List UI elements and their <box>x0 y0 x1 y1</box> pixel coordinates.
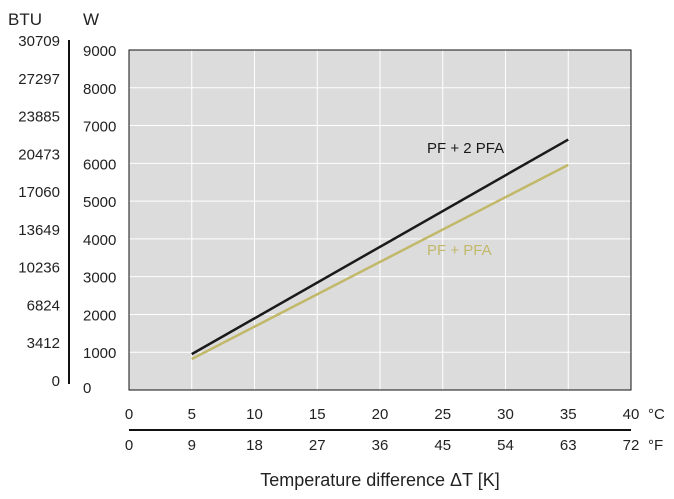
series-label-pf-2-pfa: PF + 2 PFA <box>427 140 504 157</box>
celsius-tick-label: 25 <box>434 406 451 423</box>
watt-tick-label: 9000 <box>83 43 116 60</box>
btu-tick-labels: 0 3412 6824 10236 13649 17060 20473 23885 27297 3… <box>18 33 60 390</box>
watt-tick-label: 8000 <box>83 81 116 98</box>
fahrenheit-tick-label: 45 <box>434 437 451 454</box>
x-axis-title: Temperature difference ΔT [K] <box>260 470 499 490</box>
celsius-unit-label: °C <box>648 406 665 423</box>
watt-tick-label: 5000 <box>83 194 116 211</box>
btu-tick-label: 17060 <box>18 184 60 201</box>
watt-tick-label: 0 <box>83 380 91 397</box>
celsius-tick-label: 15 <box>309 406 326 423</box>
celsius-tick-label: 30 <box>497 406 514 423</box>
celsius-tick-label: 40 <box>623 406 640 423</box>
watt-tick-labels: 0 1000 2000 3000 4000 5000 6000 7000 8000 9000 <box>83 43 116 397</box>
fahrenheit-tick-labels: 0 9 18 27 36 45 54 63 72 <box>125 437 640 454</box>
fahrenheit-tick-label: 63 <box>560 437 577 454</box>
celsius-tick-labels: 0 5 10 15 20 25 30 35 40 <box>125 406 640 423</box>
fahrenheit-tick-label: 18 <box>246 437 263 454</box>
btu-tick-label: 6824 <box>27 297 60 314</box>
btu-tick-label: 27297 <box>18 71 60 88</box>
watt-tick-label: 2000 <box>83 307 116 324</box>
series-label-pf-pfa: PF + PFA <box>427 242 492 259</box>
plot-frame <box>128 49 632 391</box>
btu-tick-label: 10236 <box>18 260 60 277</box>
btu-unit-label: BTU <box>8 10 42 29</box>
series-line-pf-pfa <box>191 163 569 361</box>
fahrenheit-tick-label: 0 <box>125 437 133 454</box>
btu-tick-label: 20473 <box>18 146 60 163</box>
celsius-tick-label: 0 <box>125 406 133 423</box>
btu-tick-label: 13649 <box>18 222 60 239</box>
btu-tick-label: 23885 <box>18 109 60 126</box>
fahrenheit-tick-label: 9 <box>188 437 196 454</box>
watt-tick-label: 3000 <box>83 270 116 287</box>
watt-tick-label: 6000 <box>83 156 116 173</box>
series-lines <box>191 138 569 361</box>
fahrenheit-unit-label: °F <box>648 437 663 454</box>
celsius-tick-label: 20 <box>372 406 389 423</box>
fahrenheit-tick-label: 54 <box>497 437 514 454</box>
btu-tick-label: 3412 <box>27 335 60 352</box>
fahrenheit-tick-label: 72 <box>623 437 640 454</box>
celsius-tick-label: 5 <box>188 406 196 423</box>
series-line-pf-2-pfa <box>191 138 569 356</box>
watt-tick-label: 7000 <box>83 119 116 136</box>
btu-tick-label: 0 <box>52 373 60 390</box>
watt-tick-label: 1000 <box>83 345 116 362</box>
btu-tick-label: 30709 <box>18 33 60 50</box>
grid <box>128 49 632 391</box>
watt-tick-label: 4000 <box>83 232 116 249</box>
watt-unit-label: W <box>83 10 99 29</box>
celsius-tick-label: 35 <box>560 406 577 423</box>
celsius-tick-label: 10 <box>246 406 263 423</box>
fahrenheit-tick-label: 27 <box>309 437 326 454</box>
fahrenheit-tick-label: 36 <box>372 437 389 454</box>
